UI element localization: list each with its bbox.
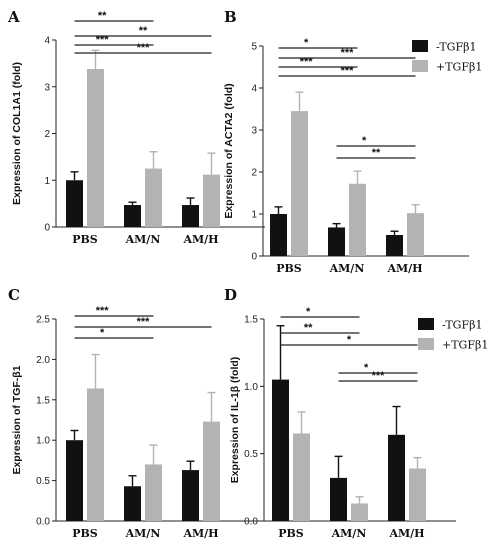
x-tick-label: PBS [278, 527, 304, 540]
bar-pos-pbs [87, 68, 104, 227]
panel-letter: C [8, 286, 20, 304]
panel-letter: A [7, 8, 20, 26]
x-tick-label: AM/N [125, 527, 161, 540]
legend-swatch [412, 60, 428, 72]
x-tick-label: PBS [72, 527, 98, 540]
y-axis-label: Expression of IL-1β (fold) [229, 357, 241, 484]
bar-neg-am-n [124, 486, 141, 521]
x-tick-label: AM/H [386, 262, 422, 275]
legend-label: -TGFβ1 [436, 41, 476, 54]
legend-label: +TGFβ1 [442, 339, 488, 352]
significance-label: *** [341, 65, 355, 77]
bar-neg-am-n [330, 477, 347, 521]
bar-neg-am-n [124, 205, 141, 227]
bar-pos-am-h [409, 468, 426, 521]
y-tick-label: 5 [251, 42, 257, 53]
y-tick-label: 3 [251, 126, 257, 137]
y-tick-label: 0.5 [244, 449, 258, 460]
y-tick-label: 4 [44, 36, 50, 47]
bar-neg-am-n [328, 227, 345, 256]
x-tick-label: PBS [276, 262, 302, 275]
bar-pos-pbs [293, 433, 310, 521]
bar-neg-am-h [182, 470, 199, 521]
x-tick-label: AM/N [331, 527, 367, 540]
panel-a: A 0 1 2 3 4 Expression of COL1A1 (fold) PBS AM/N… [7, 8, 265, 246]
y-tick-label: 1.0 [36, 436, 50, 447]
bar-neg-am-h [388, 434, 405, 521]
y-tick-label: 1.0 [244, 382, 258, 393]
y-tick-label: 0.0 [244, 517, 258, 528]
significance-label: ** [139, 25, 148, 37]
x-tick-label: AM/N [125, 233, 161, 246]
x-tick-label: AM/H [388, 527, 424, 540]
bar-neg-am-h [182, 205, 199, 227]
y-tick-label: 1.5 [36, 395, 50, 406]
y-tick-label: 2 [44, 129, 50, 140]
y-axis-label: Expression of COL1A1 (fold) [11, 62, 23, 205]
significance-label: * [100, 327, 105, 339]
legend-b: -TGFβ1 +TGFβ1 [412, 40, 482, 74]
y-tick-label: 4 [251, 84, 257, 95]
significance-label: *** [96, 305, 110, 317]
y-tick-label: 3 [44, 82, 50, 93]
y-tick-label: 0.0 [36, 517, 50, 528]
bar-neg-pbs [272, 379, 289, 521]
significance-label: ** [304, 322, 313, 334]
significance-label: * [362, 135, 367, 147]
legend-d: -TGFβ1 +TGFβ1 [418, 318, 488, 352]
y-tick-label: 1.5 [244, 315, 258, 326]
significance-label: ** [98, 10, 107, 22]
x-tick-label: AM/H [182, 233, 218, 246]
bar-pos-pbs [291, 111, 308, 256]
bar-pos-am-n [351, 503, 368, 521]
y-axis-label: Expression of ACTA2 (fold) [223, 83, 235, 218]
legend-swatch [418, 318, 434, 330]
significance-label: *** [137, 316, 151, 328]
bar-pos-am-h [203, 174, 220, 227]
x-tick-label: AM/N [329, 262, 365, 275]
significance-label: ** [372, 147, 381, 159]
panel-letter: B [224, 8, 237, 26]
panel-b: B 0 1 2 3 4 5 Expression of ACTA2 (fold) PBS AM/N… [223, 8, 469, 275]
significance-label: *** [96, 34, 110, 46]
bar-pos-am-h [203, 421, 220, 521]
legend-label: +TGFβ1 [436, 61, 482, 74]
y-axis-label: Expression of TGF-β1 [11, 365, 23, 474]
bar-pos-am-h [407, 213, 424, 256]
significance-label: *** [137, 42, 151, 54]
bar-pos-am-n [145, 168, 162, 227]
legend-label: -TGFβ1 [442, 319, 482, 332]
panel-d: D 0.0 0.5 1.0 1.5 Expression of IL-1β (fold) P… [224, 286, 456, 540]
bar-pos-am-n [349, 183, 366, 256]
significance-label: * [304, 37, 309, 49]
x-tick-label: AM/H [182, 527, 218, 540]
y-tick-label: 2 [251, 168, 257, 179]
significance-label: *** [300, 56, 314, 68]
bar-pos-pbs [87, 388, 104, 521]
y-tick-label: 0 [251, 252, 257, 263]
y-tick-label: 1 [251, 210, 257, 221]
significance-label: * [364, 362, 369, 374]
significance-label: *** [341, 47, 355, 59]
y-tick-label: 2.5 [36, 315, 50, 326]
significance-label: *** [372, 370, 386, 382]
y-tick-label: 2.0 [36, 355, 50, 366]
panel-c: C 0.0 0.5 1.0 1.5 2.0 2.5 Expression of TGF-β1 P… [8, 286, 265, 540]
panel-letter: D [224, 286, 237, 304]
bar-neg-pbs [270, 214, 287, 256]
significance-label: * [347, 334, 352, 346]
significance-label: * [306, 306, 311, 318]
y-tick-label: 1 [44, 176, 50, 187]
x-tick-label: PBS [72, 233, 98, 246]
bar-neg-am-h [386, 235, 403, 256]
legend-swatch [418, 338, 434, 350]
bar-neg-pbs [66, 440, 83, 521]
y-tick-label: 0.5 [36, 476, 50, 487]
y-tick-label: 0 [44, 223, 50, 234]
legend-swatch [412, 40, 428, 52]
bar-neg-pbs [66, 180, 83, 227]
bar-pos-am-n [145, 464, 162, 521]
